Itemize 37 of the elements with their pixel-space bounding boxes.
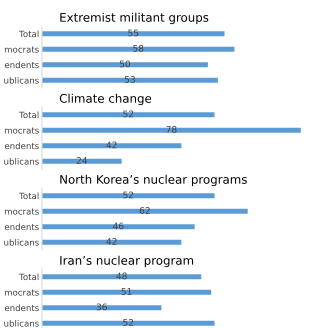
data-label: 36 [96,304,107,310]
y-tick-label: Total [19,273,38,280]
y-tick-label: mocrats [4,208,39,215]
y-tick-label: mocrats [4,289,39,296]
data-label: 52 [123,110,134,118]
y-tick-label: mocrats [4,127,39,134]
data-label: 58 [133,45,144,52]
data-label: 46 [113,222,124,230]
y-tick-label: endents [4,304,39,312]
y-tick-label: ublicans [4,320,39,327]
y-tick-label: Total [19,111,38,118]
y-tick-label: Total [19,30,38,38]
data-label: 42 [106,142,117,148]
data-label: 52 [123,319,134,326]
chart-title: Climate change [60,94,152,106]
y-tick-label: ublicans [4,238,39,246]
data-label: 48 [116,272,127,280]
y-tick-label: Total [19,192,38,200]
y-tick-label: mocrats [4,46,39,53]
y-tick-label: endents [4,142,39,150]
data-label: 53 [124,76,135,83]
y-tick-label: ublicans [4,76,39,84]
chart-title: Iran’s nuclear program [60,256,194,268]
data-label: 55 [128,30,138,36]
y-tick-label: endents [4,223,39,230]
chart-title: North Korea’s nuclear programs [60,174,247,186]
data-label: 24 [76,157,88,164]
y-tick-label: endents [4,61,39,68]
data-label: 78 [166,126,177,133]
data-label: 50 [120,60,130,68]
data-label: 51 [122,288,132,295]
y-tick-label: ublicans [4,158,39,165]
bar [42,128,301,133]
data-label: 52 [123,192,134,198]
data-label: 62 [140,207,150,214]
data-label: 42 [106,238,117,245]
chart-title: Extremist militant groups [60,12,208,24]
